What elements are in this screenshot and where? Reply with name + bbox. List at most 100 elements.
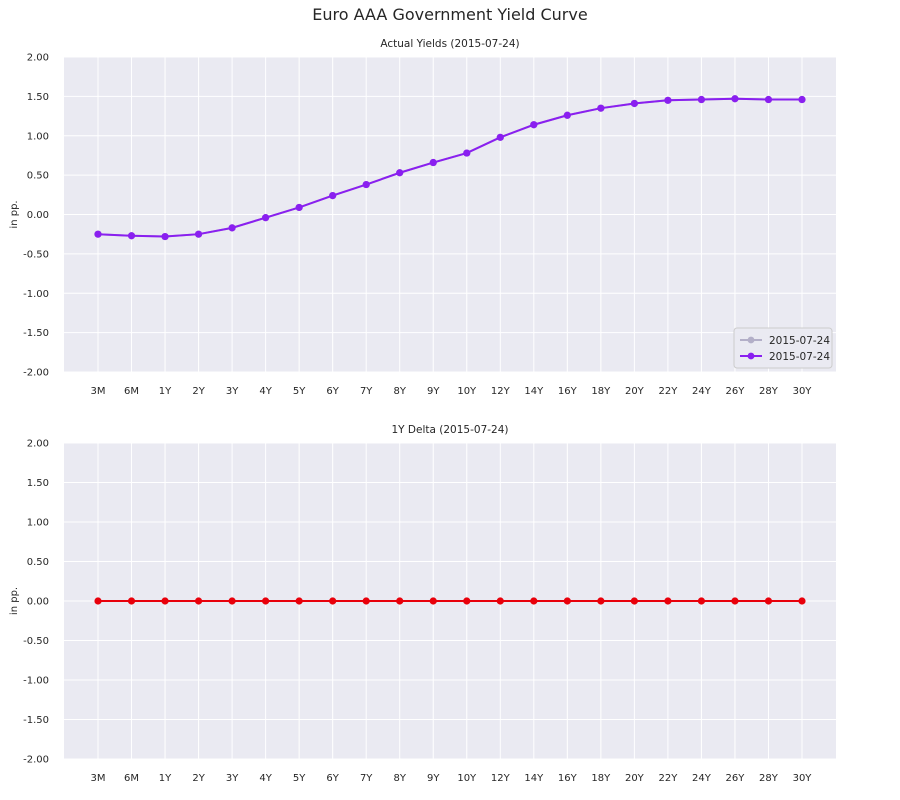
bottom-x-tick-label: 1Y: [159, 773, 172, 784]
bottom-series-0-point: [362, 597, 370, 605]
top-series-1-point: [396, 169, 404, 177]
top-x-tick-label: 5Y: [293, 386, 306, 397]
top-series-1-point: [127, 232, 136, 240]
top-x-tick-label: 3Y: [226, 386, 239, 397]
bottom-series-0-point: [228, 597, 236, 605]
bottom-y-tick-label: 0.50: [27, 557, 49, 568]
top-series-1-point: [597, 104, 605, 112]
bottom-series-0-point: [630, 597, 638, 605]
top-legend-swatch-marker: [747, 336, 755, 344]
delta-axes: 1Y Delta (2015-07-24) 2.00 1.50 1.00 0.50 0.0…: [9, 424, 836, 784]
top-x-tick-label: 18Y: [591, 386, 611, 397]
top-series-1-point: [194, 230, 203, 238]
bottom-series-0-point: [530, 597, 538, 605]
top-legend-entry-label: 2015-07-24: [769, 335, 830, 347]
top-series-1-point: [630, 99, 638, 108]
top-y-tick-label: 0.00: [27, 210, 49, 221]
top-x-tick-label: 8Y: [393, 386, 406, 397]
top-y-tick-label: 1.00: [27, 131, 49, 142]
top-x-tick-label: 4Y: [259, 386, 272, 397]
bottom-x-tick-label: 9Y: [427, 773, 440, 784]
bottom-y-tick-label: -1.00: [23, 676, 49, 687]
top-y-tick-label: -1.50: [23, 328, 49, 339]
bottom-x-tick-label: 12Y: [491, 773, 511, 784]
bottom-y-tick-label: 1.00: [27, 518, 49, 529]
top-x-tick-label: 12Y: [491, 386, 511, 397]
top-series-1-point: [496, 133, 504, 141]
bottom-x-tick-label: 10Y: [457, 773, 477, 784]
top-legend-box: [733, 327, 833, 369]
bottom-series-0-point: [295, 597, 303, 605]
bottom-x-tick-label: 30Y: [793, 773, 813, 784]
top-series-1-point: [697, 95, 706, 104]
bottom-series-0-point: [194, 597, 203, 605]
top-x-tick-label: 22Y: [658, 386, 678, 397]
bottom-y-tick-label: -2.00: [23, 755, 49, 766]
actual-yields-axes: Actual Yields (2015-07-24) 2.00 1.50 1.00 0.…: [9, 38, 836, 397]
top-x-tick-label: 6Y: [326, 386, 339, 397]
bottom-y-tick-label: 2.00: [27, 439, 49, 450]
top-x-tick-label: 24Y: [692, 386, 712, 397]
bottom-series-0-point: [563, 597, 571, 605]
bottom-x-tick-label: 6M: [124, 773, 139, 784]
top-series-1-point: [664, 96, 672, 104]
bottom-series-0-point: [664, 597, 672, 605]
top-series-1-point: [764, 95, 773, 104]
top-y-tick-label: -0.50: [23, 249, 49, 260]
top-series-1-point: [798, 95, 806, 104]
bottom-x-tick-label: 26Y: [726, 773, 746, 784]
top-series-1-point: [530, 121, 538, 129]
top-series-1-point: [262, 214, 270, 222]
top-x-tick-label: 16Y: [558, 386, 578, 397]
bottom-series-0-point: [396, 597, 404, 605]
top-x-tick-label: 6M: [124, 386, 139, 397]
top-x-tick-label: 3M: [91, 386, 106, 397]
bottom-series-0-point: [429, 597, 437, 605]
bottom-x-tick-label: 24Y: [692, 773, 712, 784]
top-axes-title: Actual Yields (2015-07-24): [380, 38, 519, 50]
bottom-y-tick-label: -1.50: [23, 715, 49, 726]
bottom-series-0-point: [329, 597, 337, 605]
top-x-tick-label: 9Y: [427, 386, 440, 397]
bottom-x-tick-label: 4Y: [259, 773, 272, 784]
top-series-1-point: [463, 149, 471, 157]
bottom-x-tick-label: 3M: [91, 773, 106, 784]
top-x-tick-label: 10Y: [457, 386, 477, 397]
top-series-1-point: [329, 192, 337, 200]
bottom-x-tick-label: 7Y: [360, 773, 373, 784]
bottom-x-tick-label: 3Y: [226, 773, 239, 784]
bottom-x-tick-label: 6Y: [326, 773, 339, 784]
top-series-1-point: [94, 230, 102, 238]
top-x-tick-label: 28Y: [759, 386, 779, 397]
top-x-tick-label: 20Y: [625, 386, 645, 397]
bottom-x-tick-label: 18Y: [591, 773, 611, 784]
bottom-series-0-point: [262, 597, 270, 605]
top-series-1-point: [228, 224, 236, 232]
bottom-series-0-point: [764, 597, 773, 605]
top-series-1-point: [429, 158, 437, 167]
bottom-series-0-point: [463, 597, 471, 605]
top-x-tick-label: 7Y: [360, 386, 373, 397]
bottom-x-tick-label: 8Y: [393, 773, 406, 784]
bottom-series-0-point: [597, 597, 605, 605]
top-series-1-point: [731, 95, 739, 103]
top-y-tick-label: 0.50: [27, 171, 49, 182]
bottom-series-0-point: [496, 597, 504, 605]
top-x-tick-label: 14Y: [524, 386, 544, 397]
top-y-tick-label: 1.50: [27, 92, 49, 103]
bottom-series-0-point: [161, 597, 169, 605]
bottom-y-tick-label: 0.00: [27, 597, 49, 608]
top-legend-swatch-marker: [747, 352, 755, 360]
bottom-axes-title: 1Y Delta (2015-07-24): [392, 424, 509, 436]
top-legend-entry-label: 2015-07-24: [769, 351, 830, 363]
bottom-series-0-point: [94, 597, 102, 605]
top-series-1-point: [295, 203, 303, 212]
bottom-y-axis-label: in pp.: [9, 587, 20, 615]
top-series-1-line: [97, 97, 802, 238]
top-x-tick-label: 2Y: [192, 386, 205, 397]
top-x-tick-label: 1Y: [159, 386, 172, 397]
bottom-x-tick-label: 22Y: [658, 773, 678, 784]
bottom-series-0-point: [731, 597, 739, 605]
bottom-x-tick-label: 16Y: [558, 773, 578, 784]
